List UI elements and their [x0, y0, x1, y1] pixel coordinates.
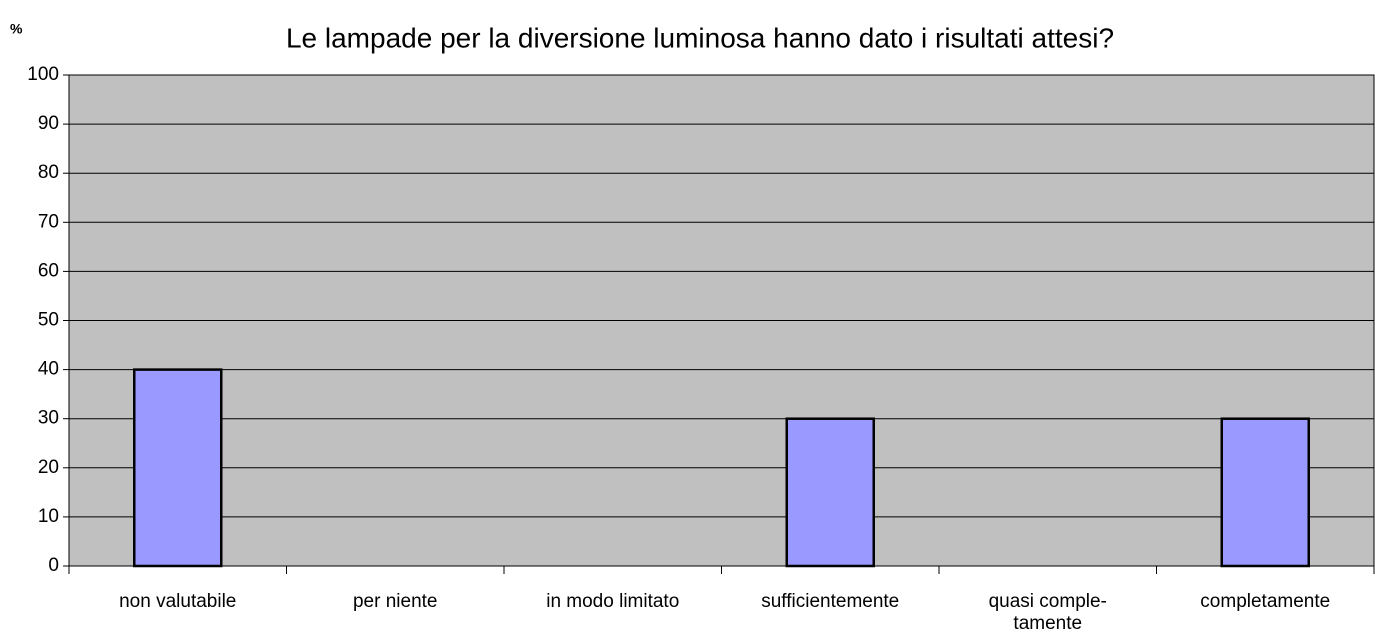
x-tick-label: quasi comple- tamente	[988, 591, 1107, 634]
y-tick-label: 100	[27, 64, 59, 85]
y-tick-label: 50	[38, 310, 59, 331]
y-tick-label: 70	[38, 211, 59, 232]
chart-title: Le lampade per la diversione luminosa ha…	[286, 22, 1114, 53]
y-tick-label: 10	[38, 506, 59, 527]
y-tick-label: 0	[48, 555, 59, 576]
x-tick-label: completamente	[1200, 591, 1331, 612]
x-tick-label: in modo limitato	[546, 591, 680, 612]
y-tick-label: 80	[38, 162, 59, 183]
x-tick-label: per niente	[352, 591, 438, 612]
x-tick-label: non valutabile	[119, 591, 237, 612]
bar	[133, 368, 223, 568]
y-tick-label: 20	[38, 457, 59, 478]
x-tick-label: sufficientemente	[761, 591, 900, 612]
y-axis-label: %	[10, 21, 23, 37]
y-tick-label: 60	[38, 260, 59, 281]
bar	[1220, 417, 1310, 568]
y-tick-label: 30	[38, 408, 59, 429]
bar	[785, 417, 875, 568]
y-tick-label: 90	[38, 113, 59, 134]
y-tick-label: 40	[38, 359, 59, 380]
